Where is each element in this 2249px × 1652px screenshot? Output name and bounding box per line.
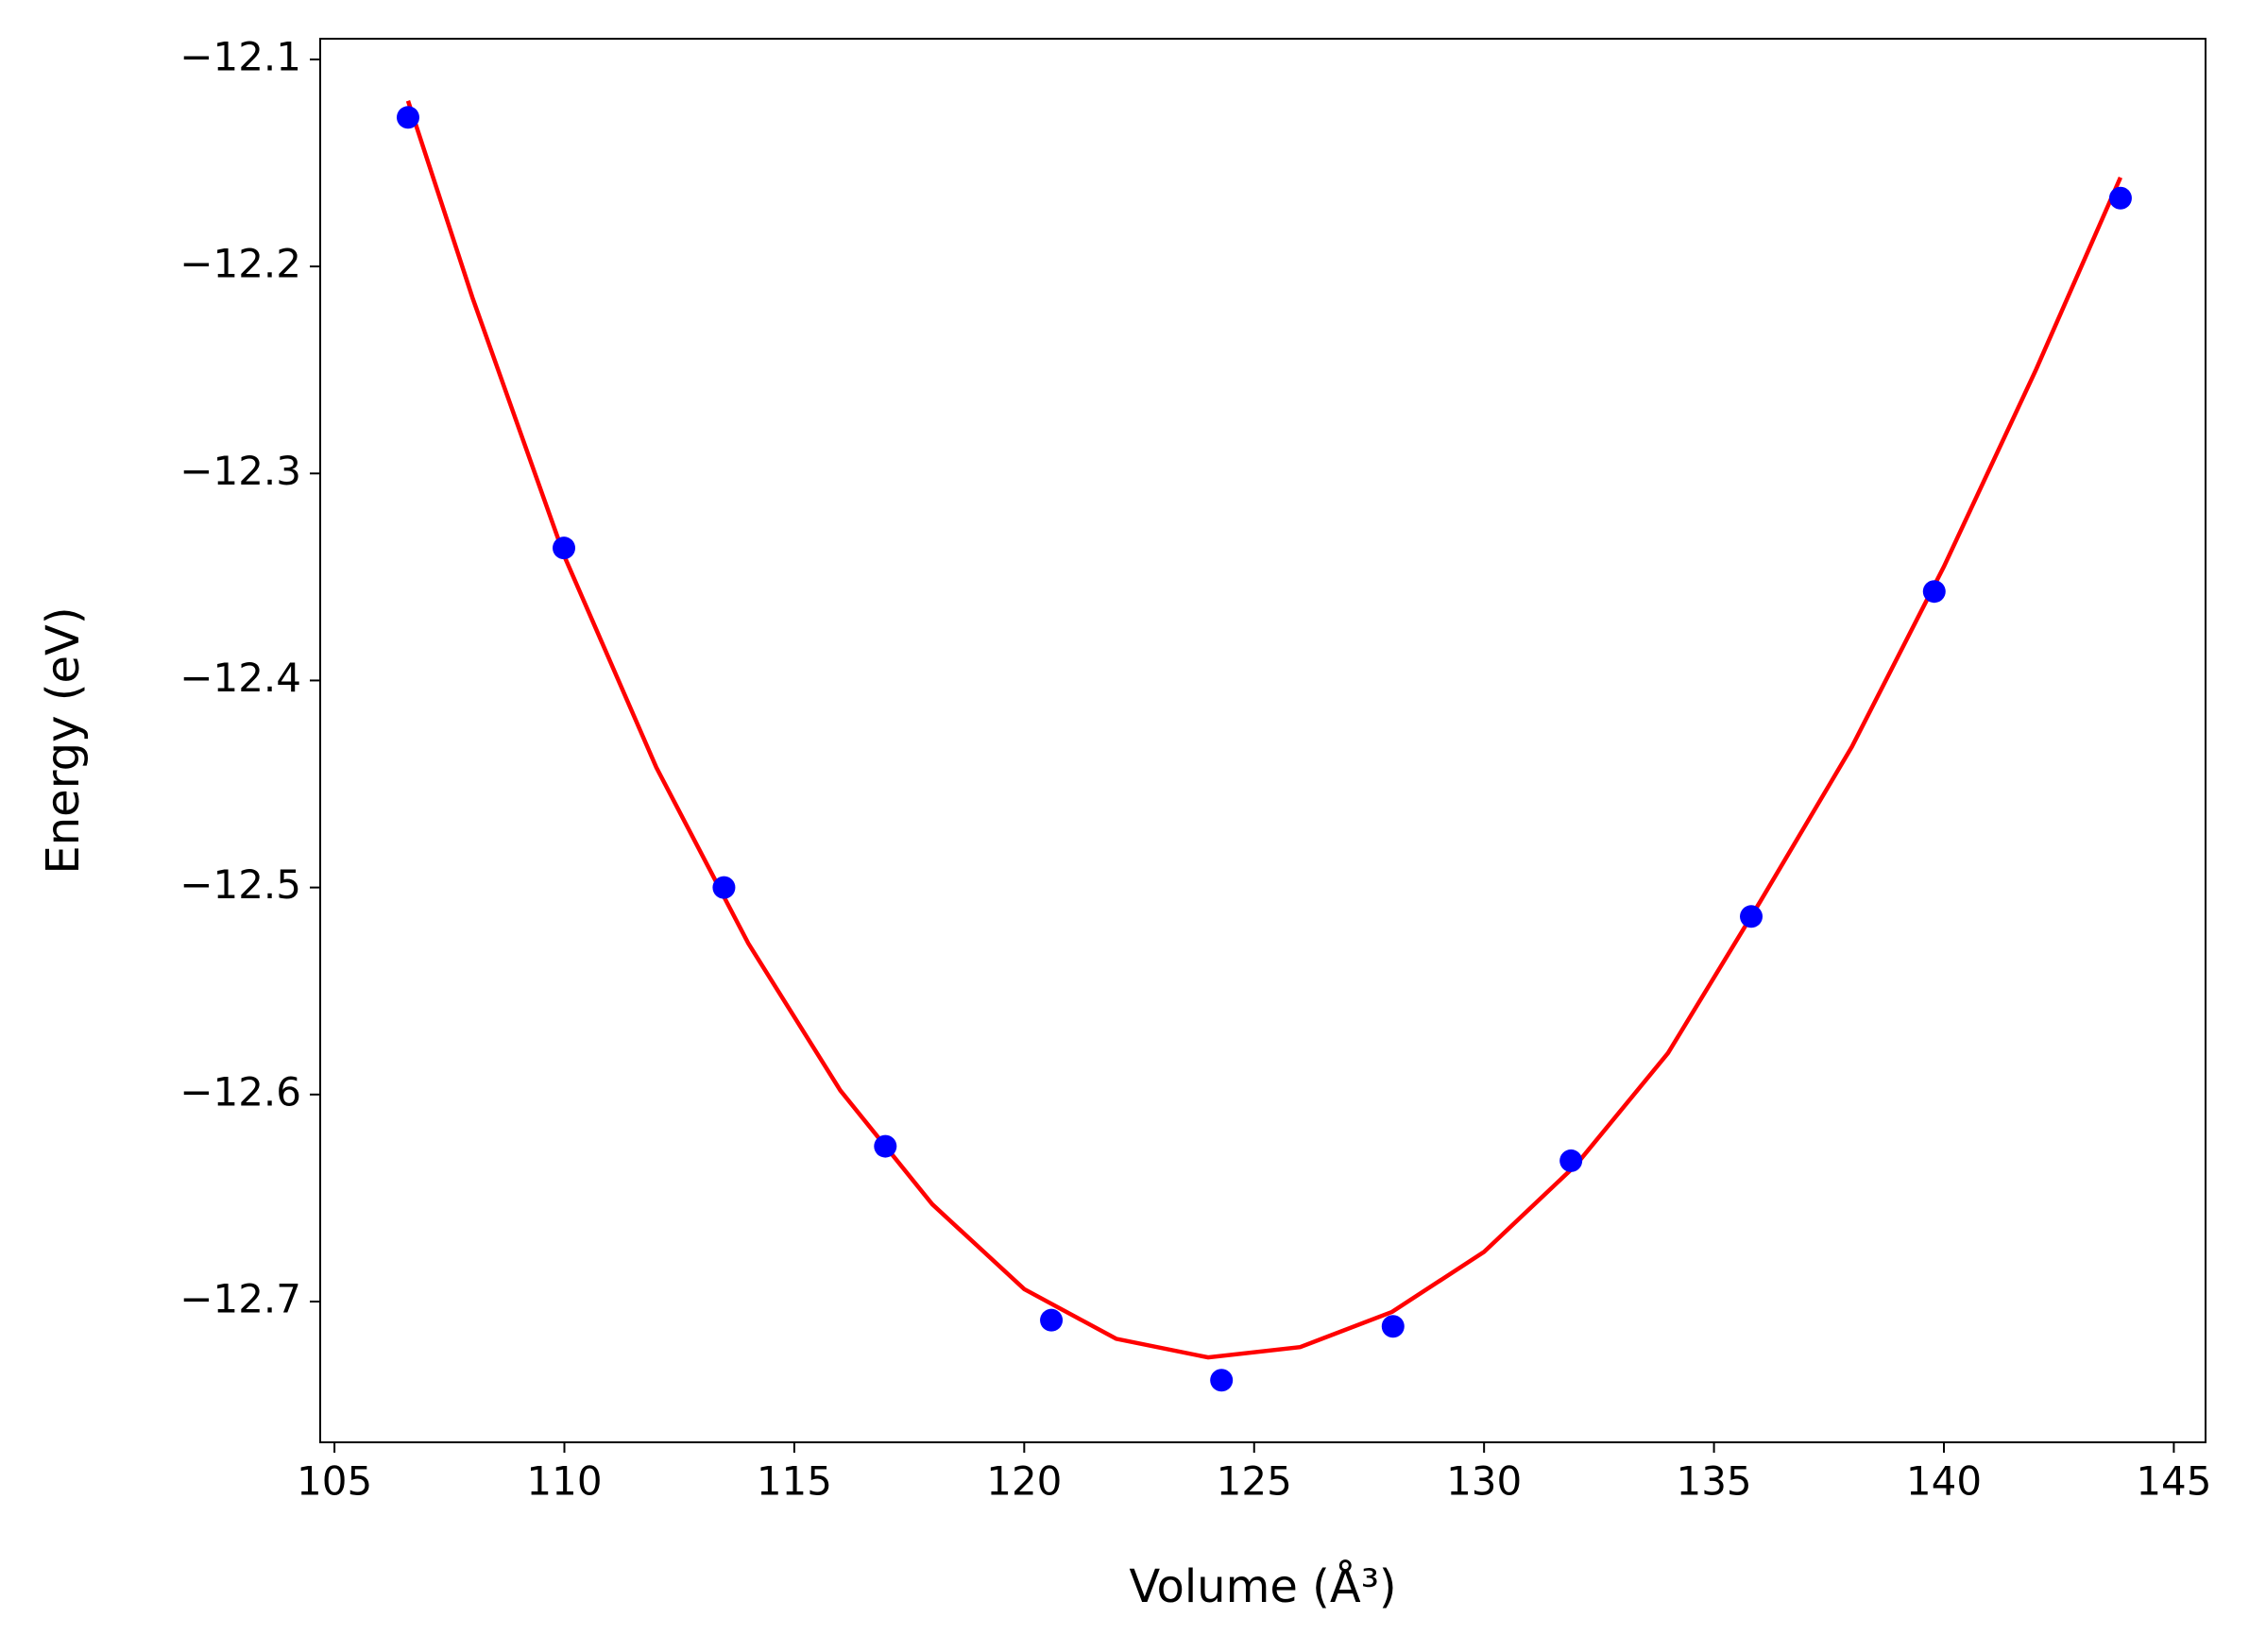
data-point: [712, 876, 736, 899]
x-tick-label: 125: [1217, 1458, 1292, 1505]
data-point: [1922, 580, 1946, 604]
x-tick-label: 105: [297, 1458, 372, 1505]
x-axis-label: Volume (Å³): [1129, 1559, 1396, 1613]
plot-frame: [319, 38, 2206, 1443]
y-tick-label: −12.2: [179, 241, 301, 287]
data-point: [396, 106, 419, 129]
x-tick-label: 130: [1446, 1458, 1522, 1505]
y-tick-label: −12.6: [179, 1068, 301, 1115]
data-point: [1040, 1308, 1064, 1332]
y-tick-label: −12.5: [179, 861, 301, 908]
y-tick-label: −12.7: [179, 1275, 301, 1321]
y-tick-label: −12.4: [179, 655, 301, 701]
fit-line: [405, 100, 2122, 1360]
x-tick-label: 140: [1906, 1458, 1982, 1505]
x-tick-label: 115: [757, 1458, 832, 1505]
data-point: [2108, 186, 2132, 210]
x-tick-label: 110: [526, 1458, 602, 1505]
data-point: [553, 536, 576, 560]
data-point: [1210, 1369, 1234, 1392]
x-tick-label: 120: [986, 1458, 1062, 1505]
y-tick-label: −12.3: [179, 448, 301, 494]
y-tick-label: −12.1: [179, 33, 301, 79]
data-point: [1381, 1315, 1405, 1338]
y-axis-label: Energy (eV): [37, 606, 90, 874]
data-point: [874, 1134, 897, 1158]
x-tick-label: 145: [2136, 1458, 2211, 1505]
data-point: [1740, 905, 1763, 928]
data-point: [1559, 1149, 1583, 1172]
x-tick-label: 135: [1676, 1458, 1751, 1505]
